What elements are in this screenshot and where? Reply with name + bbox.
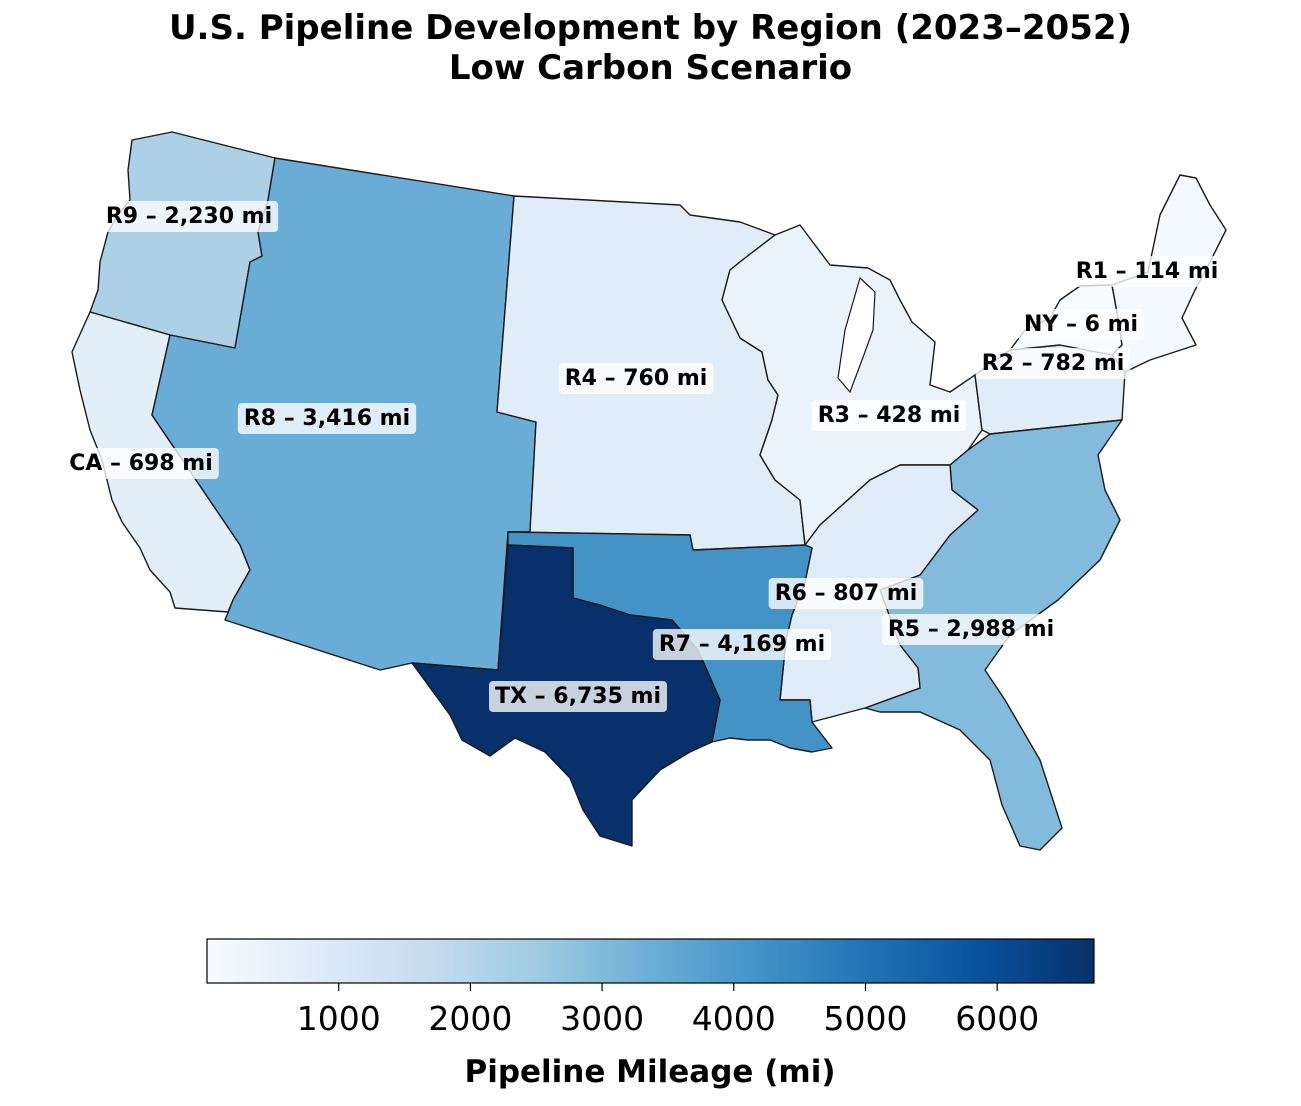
colorbar-tick-label: 5000: [824, 999, 908, 1038]
region-label-text-r8: R8 – 3,416 mi: [244, 406, 410, 431]
lake-michigan-shape: [837, 276, 876, 394]
region-label-text-tx: TX – 6,735 mi: [495, 684, 661, 709]
map-title-line2: Low Carbon Scenario: [448, 48, 853, 88]
region-label-bg-r4: [558, 363, 714, 394]
region-label-r5: R5 – 2,988 mi: [881, 614, 1061, 645]
region-label-text-r1: R1 – 114 mi: [1076, 259, 1219, 284]
region-label-bg-r3: [811, 400, 967, 431]
region-labels: R1 – 114 mi NY – 6 mi R2 – 782 mi R3 – 428 …: [63, 201, 1225, 712]
region-label-text-r2: R2 – 782 mi: [982, 351, 1125, 376]
region-label-ca: CA – 698 mi: [63, 448, 219, 479]
map-title-line1: U.S. Pipeline Development by Region (202…: [168, 8, 1133, 48]
region-label-bg-r1: [1069, 256, 1225, 287]
lakes: [837, 276, 876, 394]
region-shapes: [71, 131, 1227, 851]
region-label-text-ny: NY – 6 mi: [1024, 312, 1138, 337]
region-label-tx: TX – 6,735 mi: [489, 681, 667, 712]
region-label-bg-r5: [881, 614, 1061, 645]
region-label-bg-ca: [63, 448, 219, 479]
region-label-bg-ny: [1017, 309, 1145, 340]
colorbar-ticks: 1000 2000 3000 4000 5000 6000: [297, 983, 1039, 1038]
region-label-bg-r9: [99, 201, 279, 232]
region-label-bg-tx: [489, 681, 667, 712]
region-label-r9: R9 – 2,230 mi: [99, 201, 279, 232]
region-label-r8: R8 – 3,416 mi: [237, 403, 417, 434]
region-label-text-r7: R7 – 4,169 mi: [659, 632, 825, 657]
colorbar-tick-label: 3000: [560, 999, 644, 1038]
colorbar-label: Pipeline Mileage (mi): [464, 1054, 835, 1090]
region-label-text-ca: CA – 698 mi: [69, 451, 213, 476]
colorbar-frame: [206, 938, 1095, 984]
region-label-text-r6: R6 – 807 mi: [775, 581, 918, 606]
colorbar-tick-label: 2000: [428, 999, 512, 1038]
colorbar-tick-label: 4000: [692, 999, 776, 1038]
region-label-r7: R7 – 4,169 mi: [652, 629, 832, 660]
region-label-text-r3: R3 – 428 mi: [818, 403, 961, 428]
region-label-bg-r2: [975, 348, 1131, 379]
colorbar: 1000 2000 3000 4000 5000 6000 Pipeline Mileag…: [206, 938, 1095, 1090]
colorbar-gradient-rect: [207, 939, 1094, 983]
region-label-ny: NY – 6 mi: [1017, 309, 1145, 340]
region-label-bg-r6: [768, 578, 924, 609]
region-label-bg-r7: [652, 629, 832, 660]
region-label-text-r9: R9 – 2,230 mi: [106, 204, 272, 229]
region-label-r3: R3 – 428 mi: [811, 400, 967, 431]
region-label-r4: R4 – 760 mi: [558, 363, 714, 394]
colorbar-tick-label: 6000: [955, 999, 1039, 1038]
colorbar-tick-label: 1000: [297, 999, 381, 1038]
region-label-r2: R2 – 782 mi: [975, 348, 1131, 379]
map-title: U.S. Pipeline Development by Region (202…: [0, 8, 1301, 88]
region-label-text-r5: R5 – 2,988 mi: [888, 617, 1054, 642]
region-label-bg-r8: [237, 403, 417, 434]
region-label-r6: R6 – 807 mi: [768, 578, 924, 609]
region-label-r1: R1 – 114 mi: [1069, 256, 1225, 287]
region-label-text-r4: R4 – 760 mi: [565, 366, 708, 391]
